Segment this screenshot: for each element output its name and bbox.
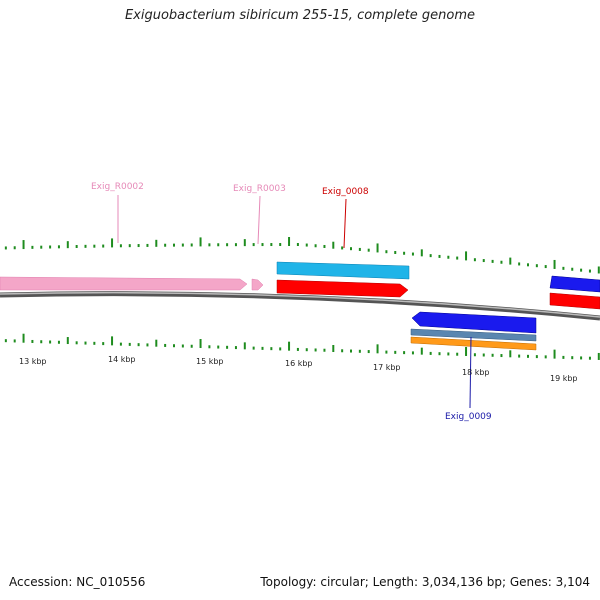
gene-exig-r0003[interactable] (251, 278, 264, 291)
tick-label-14kbp: 14 kbp (108, 355, 136, 364)
tick-row-top (4, 237, 600, 274)
leader-r0003 (257, 195, 261, 245)
gene-exig-r0002[interactable] (0, 276, 248, 291)
tick-label-18kbp: 18 kbp (462, 368, 490, 377)
label-exig-r0002: Exig_R0002 (91, 182, 144, 192)
gene-exig-0008[interactable] (276, 279, 409, 298)
gene-exig-0009[interactable] (411, 311, 537, 334)
gene-orange-18k[interactable] (410, 336, 537, 351)
gene-cyan-16k[interactable] (276, 261, 410, 280)
tick-label-13kbp: 13 kbp (19, 357, 47, 366)
accession-text: Accession: NC_010556 (9, 575, 146, 589)
leader-0008 (343, 198, 347, 249)
genome-backbone (0, 291, 600, 321)
label-exig-0009: Exig_0009 (445, 412, 492, 422)
gene-blue-right[interactable] (549, 275, 600, 293)
tick-label-15kbp: 15 kbp (196, 357, 224, 366)
genome-summary-text: Topology: circular; Length: 3,034,136 bp… (260, 575, 590, 589)
label-exig-0008: Exig_0008 (322, 187, 369, 197)
gene-steel-18k[interactable] (410, 328, 537, 342)
leader-0009 (469, 336, 472, 409)
tick-label-16kbp: 16 kbp (285, 359, 313, 368)
tick-label-19kbp: 19 kbp (550, 374, 578, 383)
tick-row-bottom (4, 333, 600, 360)
gene-red-right[interactable] (549, 292, 600, 310)
label-exig-r0003: Exig_R0003 (233, 184, 286, 194)
genome-title: Exiguobacterium sibiricum 255-15, comple… (124, 8, 476, 23)
tick-label-17kbp: 17 kbp (373, 363, 401, 372)
